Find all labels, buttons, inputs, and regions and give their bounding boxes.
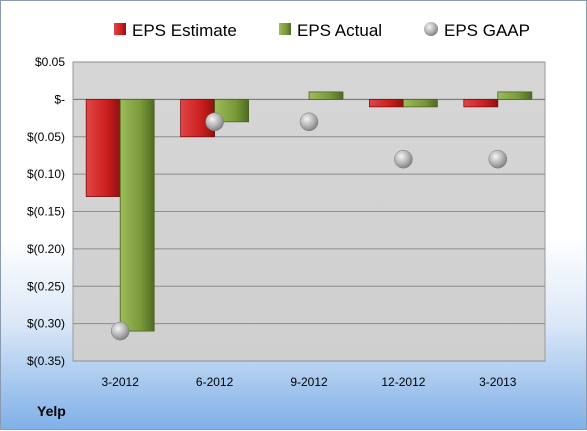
x-tick-label: 6-2012 (196, 375, 234, 389)
y-tick-label: $(0.10) (27, 167, 65, 181)
point-eps-gaap (110, 321, 130, 341)
x-tick-label: 3-2012 (102, 375, 140, 389)
y-axis-ticks: $0.05 $- $(0.05) $(0.10) $(0.15) $(0.20) $(0.2… (27, 55, 65, 368)
point-eps-gaap (299, 112, 319, 132)
y-tick-label: $0.05 (35, 55, 65, 69)
point-eps-gaap (394, 149, 413, 169)
y-tick-label: $(0.30) (27, 317, 65, 331)
gaap-markers (110, 112, 508, 341)
bar-eps-actual (402, 98, 438, 108)
legend-swatch-eps-actual (279, 23, 291, 35)
bars (85, 91, 533, 332)
legend: EPS Estimate EPS Actual EPS GAAP (114, 21, 530, 40)
y-tick-label: $(0.20) (27, 242, 65, 256)
bar-eps-actual (497, 91, 533, 100)
bar-eps-estimate (463, 98, 499, 108)
x-tick-label: 9-2012 (290, 375, 328, 389)
y-tick-label: $(0.35) (27, 354, 65, 368)
bar-eps-actual (119, 98, 155, 332)
legend-label-eps-actual: EPS Actual (297, 21, 382, 40)
y-tick-label: $(0.05) (27, 130, 65, 144)
legend-swatch-eps-gaap (424, 22, 438, 36)
y-tick-label: $- (54, 92, 65, 106)
bar-eps-actual (308, 91, 344, 100)
y-tick-label: $(0.25) (27, 279, 65, 293)
bar-eps-actual (214, 98, 250, 123)
x-axis-ticks: 3-2012 6-2012 9-2012 12-2012 3-2013 (102, 375, 517, 389)
x-tick-label: 3-2013 (479, 375, 517, 389)
legend-swatch-eps-estimate (114, 23, 126, 35)
y-tick-label: $(0.15) (27, 205, 65, 219)
point-eps-gaap (488, 149, 508, 169)
legend-label-eps-estimate: EPS Estimate (132, 21, 237, 40)
bar-eps-estimate (368, 98, 404, 108)
bar-eps-estimate (85, 98, 121, 197)
company-label: Yelp (37, 403, 66, 419)
x-tick-label: 12-2012 (381, 375, 425, 389)
point-eps-gaap (205, 112, 224, 132)
legend-label-eps-gaap: EPS GAAP (444, 21, 530, 40)
